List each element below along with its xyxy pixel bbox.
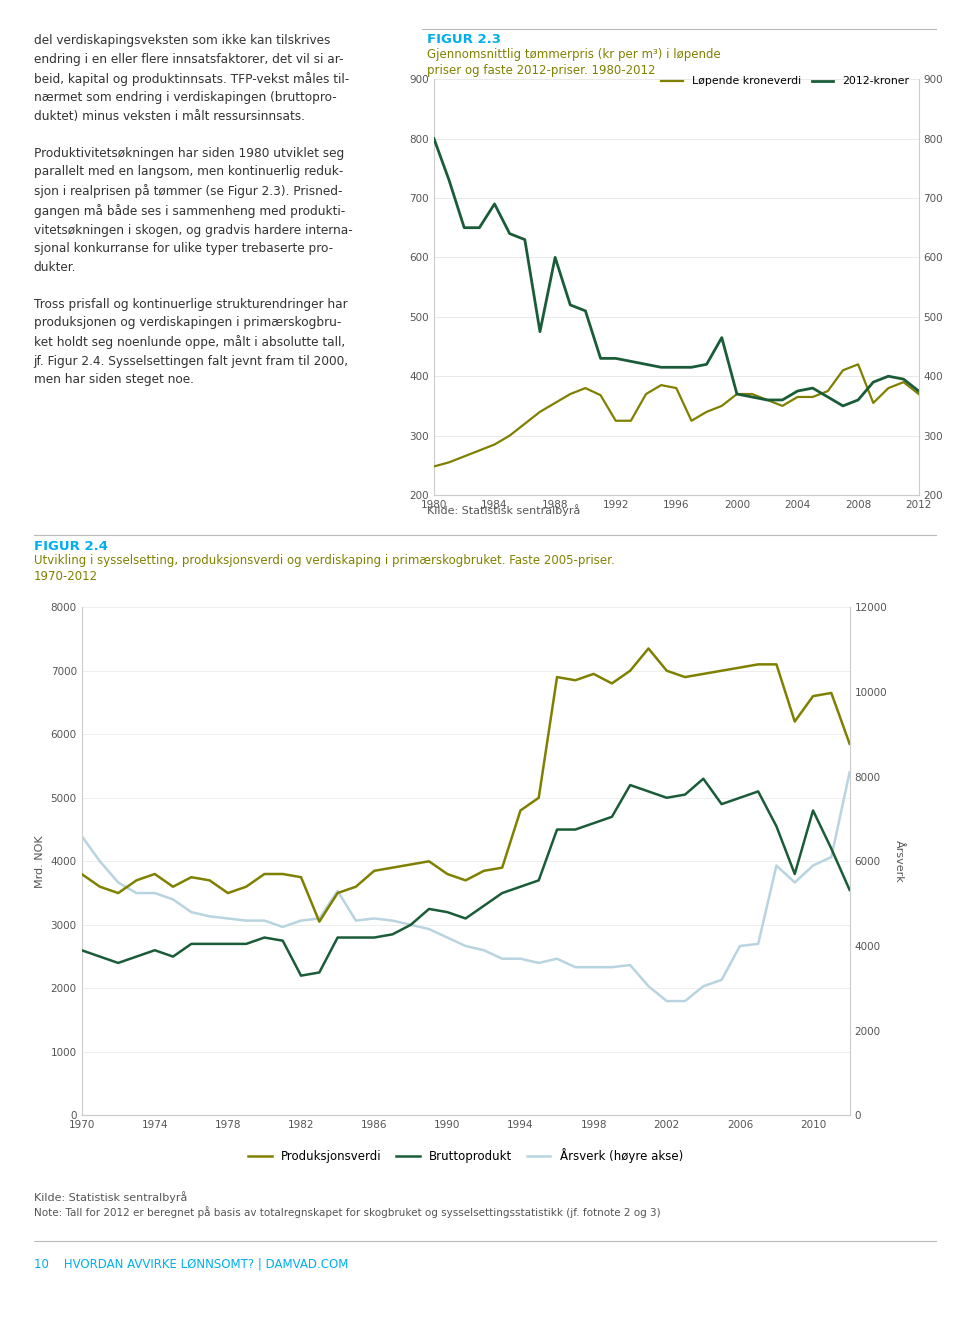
Text: del verdiskapingsveksten som ikke kan tilskrives
endring i en eller flere innsat: del verdiskapingsveksten som ikke kan ti… xyxy=(34,34,352,387)
Text: Note: Tall for 2012 er beregnet på basis av totalregnskapet for skogbruket og sy: Note: Tall for 2012 er beregnet på basis… xyxy=(34,1206,660,1218)
Y-axis label: Årsverk: Årsverk xyxy=(894,840,904,883)
Y-axis label: Mrd. NOK: Mrd. NOK xyxy=(36,836,45,887)
Text: Gjennomsnittlig tømmerpris (kr per m³) i løpende
priser og faste 2012-priser. 19: Gjennomsnittlig tømmerpris (kr per m³) i… xyxy=(427,48,721,77)
Text: Utvikling i sysselsetting, produksjonsverdi og verdiskaping i primærskogbruket. : Utvikling i sysselsetting, produksjonsve… xyxy=(34,554,614,583)
Legend: Produksjonsverdi, Bruttoprodukt, Årsverk (høyre akse): Produksjonsverdi, Bruttoprodukt, Årsverk… xyxy=(244,1143,687,1168)
Legend: Løpende kroneverdi, 2012-kroner: Løpende kroneverdi, 2012-kroner xyxy=(657,73,913,91)
Text: 10    HVORDAN AVVIRKE LØNNSOMT? | DAMVAD.COM: 10 HVORDAN AVVIRKE LØNNSOMT? | DAMVAD.CO… xyxy=(34,1258,348,1271)
Text: FIGUR 2.4: FIGUR 2.4 xyxy=(34,540,108,553)
Text: Kilde: Statistisk sentralbyrå: Kilde: Statistisk sentralbyrå xyxy=(34,1191,187,1203)
Text: Kilde: Statistisk sentralbyrå: Kilde: Statistisk sentralbyrå xyxy=(427,504,581,516)
Text: FIGUR 2.3: FIGUR 2.3 xyxy=(427,33,501,46)
